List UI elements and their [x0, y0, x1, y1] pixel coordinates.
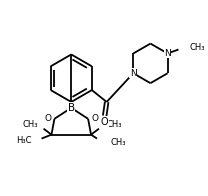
Text: B: B — [68, 103, 75, 113]
Text: N: N — [130, 69, 137, 78]
Text: CH₃: CH₃ — [111, 138, 126, 147]
Text: O: O — [91, 114, 98, 123]
Text: O: O — [101, 117, 109, 127]
Text: CH₃: CH₃ — [22, 120, 38, 129]
Text: O: O — [45, 114, 51, 123]
Text: CH₃: CH₃ — [189, 43, 205, 52]
Text: N: N — [164, 49, 171, 58]
Text: H₃C: H₃C — [16, 136, 32, 145]
Text: CH₃: CH₃ — [107, 120, 122, 129]
